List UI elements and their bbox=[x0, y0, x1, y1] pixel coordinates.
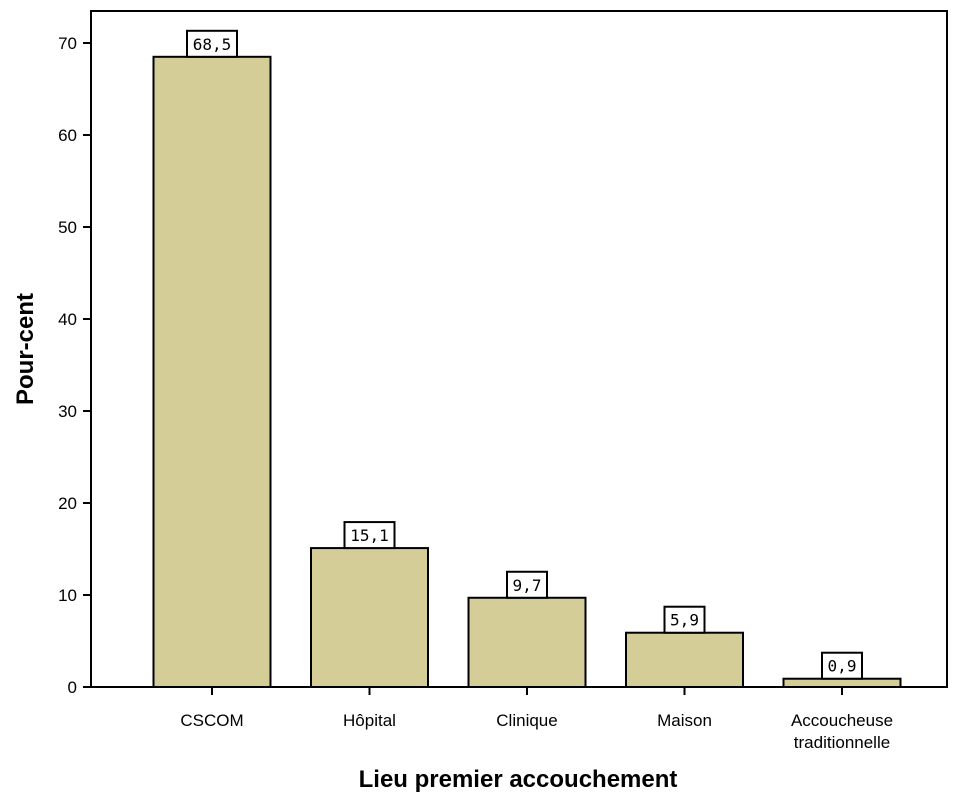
data-label: 0,9 bbox=[828, 657, 857, 676]
bar bbox=[152, 55, 272, 689]
x-tick-label: traditionnelle bbox=[794, 733, 890, 752]
y-tick-label: 0 bbox=[68, 678, 77, 697]
x-tick-label: Accoucheuse bbox=[791, 711, 893, 730]
data-label-box bbox=[186, 29, 238, 58]
y-tick-label: 10 bbox=[58, 586, 77, 605]
bar bbox=[625, 631, 744, 688]
data-label-box bbox=[506, 570, 548, 599]
data-label-box bbox=[343, 521, 396, 550]
data-label-box bbox=[821, 651, 863, 680]
data-label-box bbox=[663, 605, 706, 634]
x-tick-label: CSCOM bbox=[180, 711, 243, 730]
data-label: 9,7 bbox=[513, 576, 542, 595]
bar bbox=[467, 596, 587, 689]
x-axis-title: Lieu premier accouchement bbox=[359, 766, 678, 793]
data-label: 68,5 bbox=[193, 35, 232, 54]
y-axis-title: Pour-cent bbox=[12, 293, 39, 405]
y-tick-label: 20 bbox=[58, 494, 77, 513]
y-tick-label: 50 bbox=[58, 218, 77, 237]
y-tick-label: 40 bbox=[58, 310, 77, 329]
y-tick-label: 30 bbox=[58, 402, 77, 421]
x-axis: CSCOM Hôpital Clinique Maison Accoucheuse tra… bbox=[180, 687, 893, 752]
x-tick-label: Maison bbox=[657, 711, 712, 730]
data-label: 5,9 bbox=[670, 611, 699, 630]
y-tick-label: 60 bbox=[58, 126, 77, 145]
y-tick-label: 70 bbox=[58, 34, 77, 53]
bars: 68,5 15,1 9,7 5,9 0,9 bbox=[152, 29, 902, 689]
y-axis: 0 10 20 30 40 50 60 70 bbox=[58, 34, 91, 697]
data-label: 15,1 bbox=[350, 526, 389, 545]
bar bbox=[782, 677, 902, 688]
x-tick-label: Clinique bbox=[496, 711, 557, 730]
x-tick-label: Hôpital bbox=[343, 711, 396, 730]
bar bbox=[310, 547, 429, 689]
